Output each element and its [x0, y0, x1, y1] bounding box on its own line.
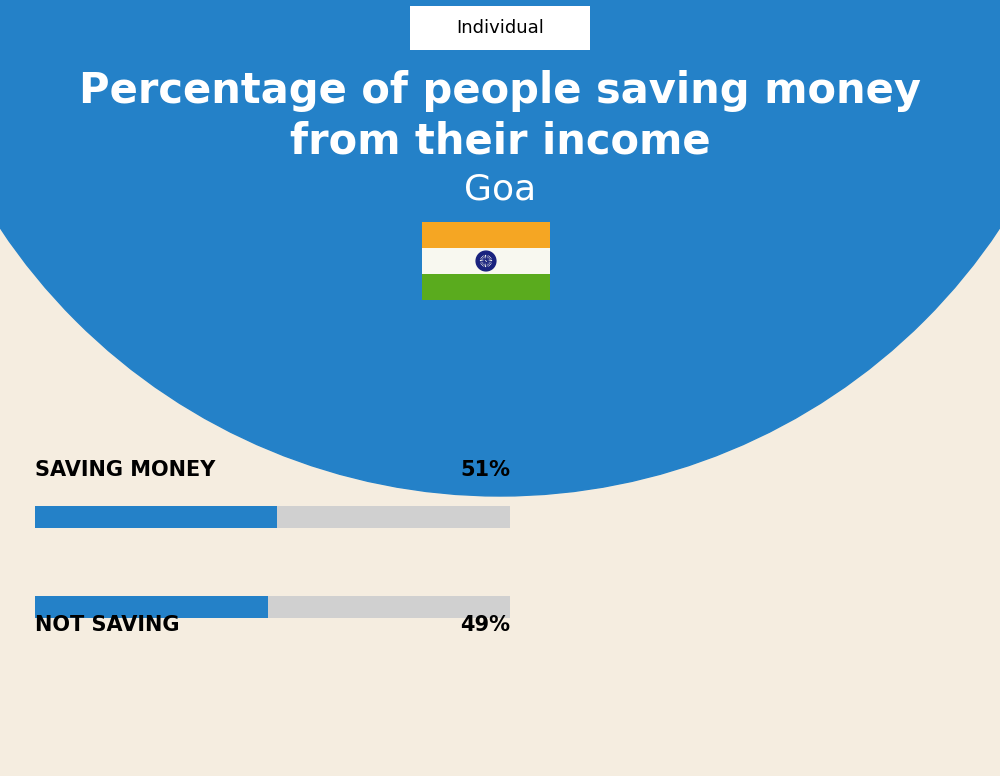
Text: Percentage of people saving money: Percentage of people saving money: [79, 70, 921, 112]
Bar: [35, 596, 268, 618]
Bar: [35, 596, 510, 618]
Text: 49%: 49%: [460, 615, 510, 635]
Bar: [35, 506, 277, 528]
Text: SAVING MONEY: SAVING MONEY: [35, 460, 215, 480]
Circle shape: [476, 251, 496, 271]
Bar: [422, 248, 550, 274]
Text: NOT SAVING: NOT SAVING: [35, 615, 180, 635]
Text: from their income: from their income: [290, 120, 710, 162]
Bar: [422, 274, 550, 300]
Text: Individual: Individual: [456, 19, 544, 37]
Text: Goa: Goa: [464, 172, 536, 206]
Bar: [422, 222, 550, 248]
Bar: [35, 506, 510, 528]
Circle shape: [481, 255, 491, 266]
Text: 51%: 51%: [460, 460, 510, 480]
FancyBboxPatch shape: [410, 6, 590, 50]
Circle shape: [0, 0, 1000, 496]
